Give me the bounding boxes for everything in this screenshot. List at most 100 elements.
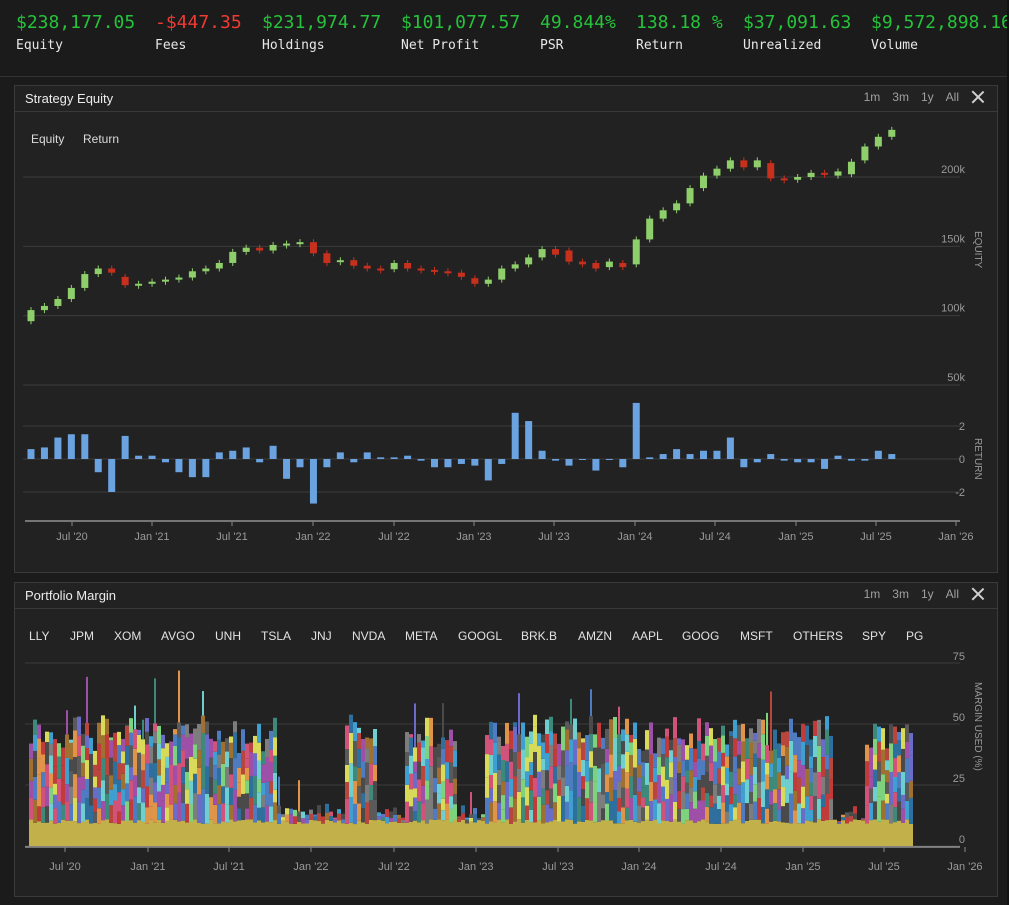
margin-layer bbox=[305, 819, 309, 824]
margin-layer bbox=[61, 780, 65, 805]
margin-layer bbox=[253, 753, 257, 776]
margin-layer bbox=[885, 770, 889, 783]
range-1y-button[interactable]: 1y bbox=[920, 90, 934, 104]
margin-layer bbox=[757, 798, 761, 820]
margin-layer bbox=[273, 802, 277, 821]
margin-layer-lly bbox=[729, 820, 733, 846]
margin-layer bbox=[893, 792, 897, 808]
margin-layer bbox=[445, 803, 449, 820]
margin-layer bbox=[641, 797, 645, 808]
close-icon[interactable] bbox=[971, 587, 985, 601]
margin-layer bbox=[717, 768, 721, 784]
margin-layer-lly bbox=[533, 822, 537, 846]
margin-layer bbox=[893, 758, 897, 777]
x-tick-label: Jan '23 bbox=[458, 861, 493, 873]
margin-layer bbox=[609, 777, 613, 802]
margin-layer bbox=[749, 792, 753, 804]
margin-layer bbox=[545, 734, 549, 754]
margin-layer bbox=[261, 751, 265, 765]
margin-layer bbox=[637, 749, 641, 765]
stat-value: $101,077.57 bbox=[401, 12, 521, 33]
range-3m-button[interactable]: 3m bbox=[892, 587, 909, 601]
range-3m-button[interactable]: 3m bbox=[892, 90, 909, 104]
margin-layer bbox=[265, 757, 269, 782]
margin-layer-lly bbox=[265, 821, 269, 846]
range-1y-button[interactable]: 1y bbox=[920, 587, 934, 601]
return-bar bbox=[417, 459, 425, 461]
margin-layer bbox=[757, 743, 761, 759]
stat-label: Return bbox=[636, 38, 683, 53]
margin-layer bbox=[113, 745, 117, 762]
margin-layer bbox=[133, 796, 137, 823]
margin-layer bbox=[709, 781, 713, 796]
margin-layer bbox=[245, 793, 249, 809]
margin-layer-lly bbox=[889, 823, 893, 846]
margin-layer bbox=[237, 808, 241, 821]
stat-psr: 49.844% PSR bbox=[540, 12, 616, 55]
margin-layer bbox=[601, 763, 605, 781]
margin-layer-lly bbox=[741, 823, 745, 846]
margin-layer bbox=[137, 803, 141, 821]
margin-layer bbox=[641, 750, 645, 763]
margin-layer bbox=[41, 787, 45, 808]
margin-layer-lly bbox=[853, 819, 857, 846]
return-bar bbox=[457, 459, 465, 464]
margin-layer bbox=[217, 754, 221, 768]
margin-layer bbox=[209, 738, 213, 758]
margin-layer bbox=[497, 785, 501, 803]
margin-layer bbox=[401, 817, 405, 821]
margin-layer bbox=[725, 767, 729, 784]
margin-layer bbox=[717, 751, 721, 769]
margin-layer bbox=[557, 780, 561, 796]
margin-layer bbox=[237, 767, 241, 783]
margin-layer bbox=[633, 767, 637, 795]
margin-layer-lly bbox=[673, 819, 677, 846]
range-1m-button[interactable]: 1m bbox=[863, 587, 881, 601]
margin-layer bbox=[873, 769, 877, 787]
margin-layer bbox=[589, 767, 593, 781]
return-bar bbox=[54, 437, 62, 459]
margin-layer bbox=[169, 741, 173, 765]
margin-layer bbox=[525, 787, 529, 806]
equity-candle bbox=[807, 172, 815, 177]
margin-layer bbox=[653, 753, 657, 768]
margin-layer bbox=[173, 745, 177, 766]
margin-layer bbox=[505, 722, 509, 744]
margin-layer bbox=[85, 735, 89, 748]
margin-layer bbox=[737, 740, 741, 755]
margin-layer bbox=[445, 740, 449, 763]
margin-layer bbox=[581, 776, 585, 790]
margin-layer bbox=[457, 818, 461, 823]
margin-layer bbox=[225, 787, 229, 805]
range-all-button[interactable]: All bbox=[945, 587, 959, 601]
margin-layer bbox=[337, 809, 341, 814]
margin-layer bbox=[349, 732, 353, 764]
margin-layer bbox=[669, 804, 673, 822]
margin-layer bbox=[217, 739, 221, 755]
return-bar bbox=[242, 447, 250, 459]
margin-layer bbox=[893, 776, 897, 793]
margin-layer bbox=[105, 793, 109, 820]
margin-layer bbox=[789, 740, 793, 772]
margin-layer bbox=[337, 813, 341, 821]
margin-layer bbox=[81, 789, 85, 804]
margin-layer bbox=[749, 775, 753, 793]
margin-layer bbox=[261, 807, 265, 823]
margin-layer bbox=[649, 722, 653, 755]
margin-layer bbox=[565, 785, 569, 802]
legend-equity: Equity bbox=[31, 132, 64, 146]
return-bar bbox=[121, 435, 129, 459]
margin-layer bbox=[125, 764, 129, 784]
x-tick-label: Jul '24 bbox=[705, 861, 736, 873]
margin-layer-lly bbox=[93, 822, 97, 846]
return-bar bbox=[67, 434, 75, 459]
margin-layer bbox=[61, 747, 65, 766]
range-all-button[interactable]: All bbox=[945, 90, 959, 104]
range-1m-button[interactable]: 1m bbox=[863, 90, 881, 104]
margin-layer bbox=[733, 794, 737, 808]
margin-layer bbox=[29, 743, 33, 759]
margin-layer bbox=[137, 729, 141, 735]
margin-layer bbox=[97, 787, 101, 809]
close-icon[interactable] bbox=[971, 90, 985, 104]
margin-layer bbox=[869, 776, 873, 789]
